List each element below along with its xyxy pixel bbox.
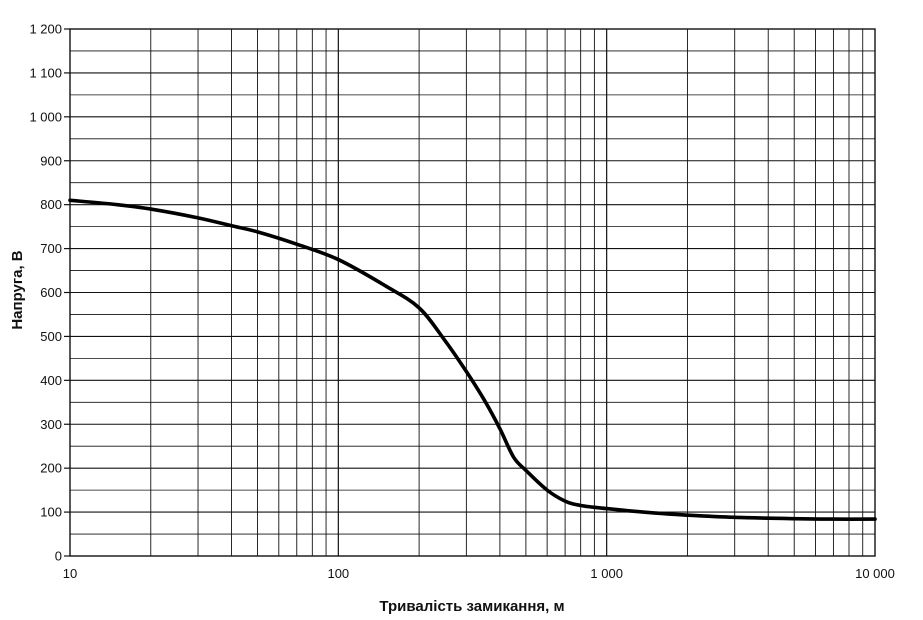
series-line bbox=[68, 198, 877, 521]
y-tick-label: 900 bbox=[40, 153, 62, 168]
y-tick-label: 100 bbox=[40, 505, 62, 520]
y-tick-label: 700 bbox=[40, 241, 62, 256]
y-tick-label: 300 bbox=[40, 417, 62, 432]
x-tick-label: 10 bbox=[63, 566, 77, 581]
y-tick-label: 400 bbox=[40, 373, 62, 388]
grid bbox=[70, 29, 875, 556]
y-tick-label: 500 bbox=[40, 329, 62, 344]
y-tick-label: 0 bbox=[55, 549, 62, 564]
y-tick-label: 200 bbox=[40, 461, 62, 476]
y-axis-label: Напруга, В bbox=[9, 250, 26, 329]
x-axis-label: Тривалість замикання, м bbox=[379, 598, 564, 615]
y-tick-label: 800 bbox=[40, 197, 62, 212]
tick-labels: 0 100 200 300 400 500 600 700 800 900 1 000 1 100 1 … bbox=[29, 22, 894, 582]
x-tick-label: 1 000 bbox=[590, 566, 623, 581]
y-tick-label: 1 200 bbox=[29, 22, 62, 37]
y-tick-label: 1 100 bbox=[29, 65, 62, 80]
y-tick-label: 1 000 bbox=[29, 109, 62, 124]
x-tick-label: 10 000 bbox=[855, 566, 895, 581]
series-group bbox=[68, 198, 877, 521]
x-tick-label: 100 bbox=[327, 566, 349, 581]
y-tick-label: 600 bbox=[40, 285, 62, 300]
